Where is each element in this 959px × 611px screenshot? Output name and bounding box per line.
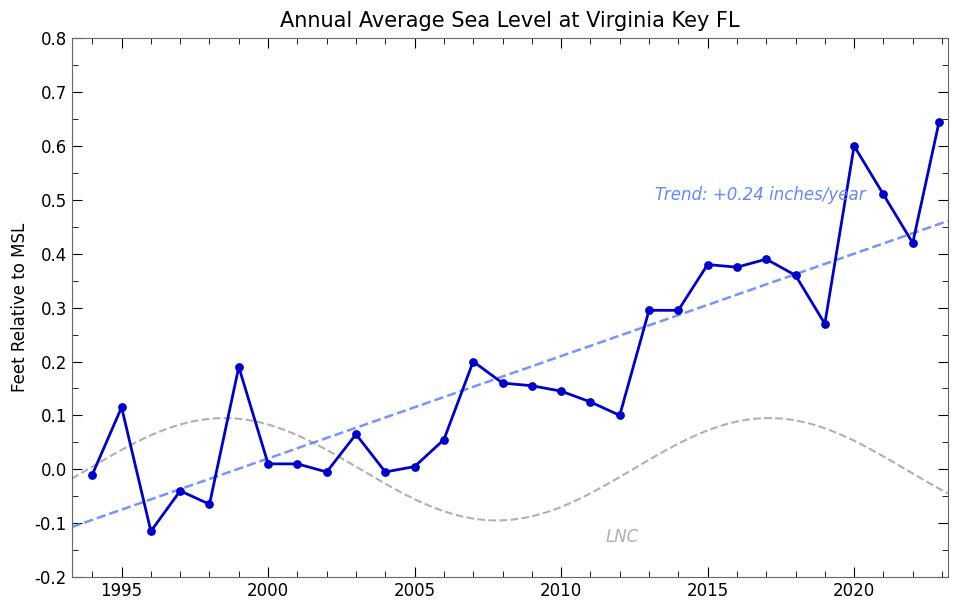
Point xyxy=(378,467,393,477)
Point xyxy=(525,381,540,390)
Point xyxy=(729,262,744,272)
Point xyxy=(261,459,276,469)
Text: LNC: LNC xyxy=(605,528,639,546)
Point xyxy=(173,486,188,496)
Point xyxy=(847,141,862,151)
Point xyxy=(905,238,921,248)
Point xyxy=(495,378,510,388)
Y-axis label: Feet Relative to MSL: Feet Relative to MSL xyxy=(12,223,29,392)
Point xyxy=(583,397,598,407)
Point xyxy=(759,254,774,264)
Point xyxy=(84,470,100,480)
Point xyxy=(290,459,305,469)
Point xyxy=(553,386,569,396)
Point xyxy=(348,430,363,439)
Point xyxy=(788,271,804,280)
Point xyxy=(817,319,832,329)
Point xyxy=(700,260,715,269)
Point xyxy=(465,357,480,367)
Point xyxy=(931,117,947,126)
Point xyxy=(642,306,657,315)
Point xyxy=(436,435,452,445)
Point xyxy=(143,526,158,536)
Point xyxy=(612,411,627,420)
Point xyxy=(407,462,422,472)
Point xyxy=(670,306,686,315)
Point xyxy=(114,403,129,412)
Point xyxy=(876,189,891,199)
Point xyxy=(201,499,217,509)
Point xyxy=(231,362,246,371)
Text: Trend: +0.24 inches/year: Trend: +0.24 inches/year xyxy=(655,186,866,204)
Point xyxy=(319,467,335,477)
Title: Annual Average Sea Level at Virginia Key FL: Annual Average Sea Level at Virginia Key… xyxy=(280,11,739,31)
